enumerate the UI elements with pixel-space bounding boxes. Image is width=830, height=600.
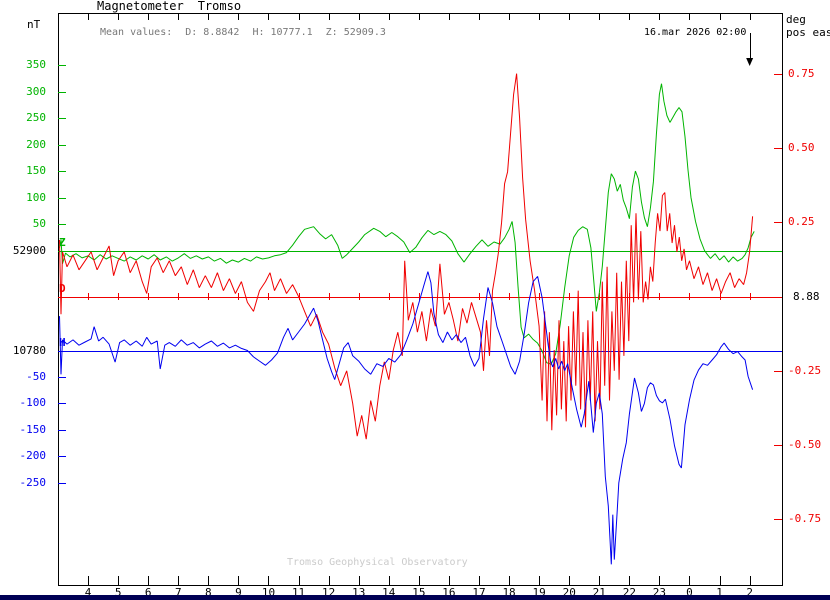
left-z-tick-label: 300 [26, 84, 46, 98]
h-baseline-value-label: 10780 [12, 343, 46, 357]
x-hour-label: 18 [502, 586, 516, 599]
plot-title-instrument: Magnetometer [97, 0, 184, 13]
x-hour-label: 13 [352, 586, 366, 599]
x-hour-label: 17 [472, 586, 486, 599]
x-hour-label: 20 [562, 586, 576, 599]
mean-value-z: Z: 52909.3 [325, 27, 386, 38]
current-time-arrow-icon [746, 58, 754, 66]
x-hour-label: 11 [291, 586, 306, 599]
right-axis-unit-line2: pos east [786, 26, 830, 39]
bottom-edge-bar [0, 595, 830, 600]
right-d-tick-label: 0.50 [788, 140, 815, 154]
right-d-tick-label: 0.75 [788, 66, 815, 80]
x-hour-label: 21 [592, 586, 606, 599]
x-hour-label: 4 [84, 586, 92, 599]
x-hour-label: 7 [174, 586, 182, 599]
x-hour-label: 22 [622, 586, 636, 599]
x-hour-label: 1 [716, 586, 723, 599]
mean-value-d: D: 8.8842 [185, 27, 240, 38]
observatory-watermark: Tromso Geophysical Observatory [287, 557, 468, 568]
right-d-tick-label: -0.50 [788, 438, 822, 452]
mean-value-h: H: 10777.1 [252, 27, 313, 38]
right-d-tick-label: -0.25 [788, 363, 822, 377]
series-letter-H: H [59, 335, 66, 349]
left-h-tick-label: -100 [19, 396, 47, 410]
x-hour-label: 8 [205, 586, 212, 599]
current-timestamp: 16.mar 2026 02:00 [644, 27, 747, 38]
left-h-tick-label: -250 [19, 475, 47, 489]
left-h-tick-label: -50 [26, 369, 46, 383]
left-z-tick-label: 200 [26, 137, 46, 151]
x-hour-label: 10 [261, 586, 276, 599]
x-hour-label: 16 [442, 586, 456, 599]
z-baseline-value-label: 52900 [12, 243, 46, 257]
plot-frame [58, 13, 783, 586]
plot-title-station: Tromso [197, 0, 242, 13]
x-hour-label: 19 [532, 586, 546, 599]
right-d-tick-label: 0.25 [788, 215, 815, 229]
x-hour-label: 2 [746, 586, 753, 599]
mean-values-line: Mean values: D: 8.8842 H: 10777.1 Z: 52909.… [100, 27, 399, 38]
x-hour-label: 0 [686, 586, 693, 599]
x-hour-label: 5 [114, 586, 122, 599]
left-z-tick-label: 150 [26, 164, 46, 178]
x-hour-label: 6 [144, 586, 152, 599]
left-h-tick-label: -150 [19, 422, 47, 436]
series-H-line [59, 271, 754, 565]
x-hour-label: 23 [652, 586, 667, 599]
left-z-tick-label: 350 [26, 58, 46, 72]
left-z-tick-label: 250 [26, 111, 46, 125]
mean-values-label: Mean values: [100, 27, 173, 38]
series-D-line [59, 73, 754, 440]
x-hour-label: 12 [322, 586, 336, 599]
x-hour-label: 9 [235, 586, 242, 599]
left-axis-unit-label: nT [27, 18, 41, 31]
series-Z-line [59, 83, 755, 365]
x-hour-label: 14 [382, 586, 396, 599]
left-z-tick-label: 100 [26, 190, 46, 204]
series-letter-Z: Z [59, 235, 66, 249]
x-hour-label: 15 [412, 586, 426, 599]
right-axis-unit-line1: deg [786, 13, 806, 26]
left-z-tick-label: 50 [32, 217, 46, 231]
right-d-tick-label: -0.75 [788, 512, 822, 526]
d-baseline-value-label: 8.88 [793, 289, 820, 303]
series-letter-D: D [59, 281, 66, 295]
left-h-tick-label: -200 [19, 449, 47, 463]
